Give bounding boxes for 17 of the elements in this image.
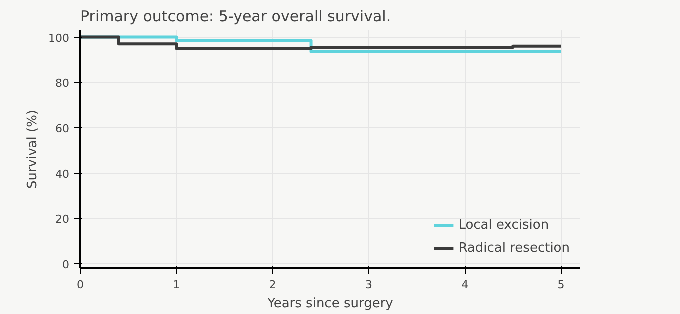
x-tick-label: 4 [462, 278, 469, 292]
x-tick-label: 5 [558, 278, 565, 292]
y-tick-label: 40 [56, 168, 70, 181]
x-axis-title: Years since surgery [266, 296, 394, 312]
legend-label: Radical resection [458, 240, 570, 256]
x-tick-label: 3 [365, 278, 372, 292]
x-tick-label: 0 [77, 278, 84, 292]
y-tick-label: 80 [56, 77, 70, 90]
x-tick-label: 1 [173, 278, 180, 292]
y-axis-title: Survival (%) [26, 110, 41, 190]
y-tick-label: 100 [48, 32, 70, 45]
legend-label: Local excision [458, 218, 550, 232]
chart-title: Primary outcome: 5-year overall survival. [80, 8, 392, 26]
x-tick-label: 2 [269, 278, 276, 292]
y-tick-label: 0 [62, 258, 70, 272]
y-tick-label: 20 [56, 213, 70, 226]
y-tick-label: 60 [56, 122, 70, 136]
